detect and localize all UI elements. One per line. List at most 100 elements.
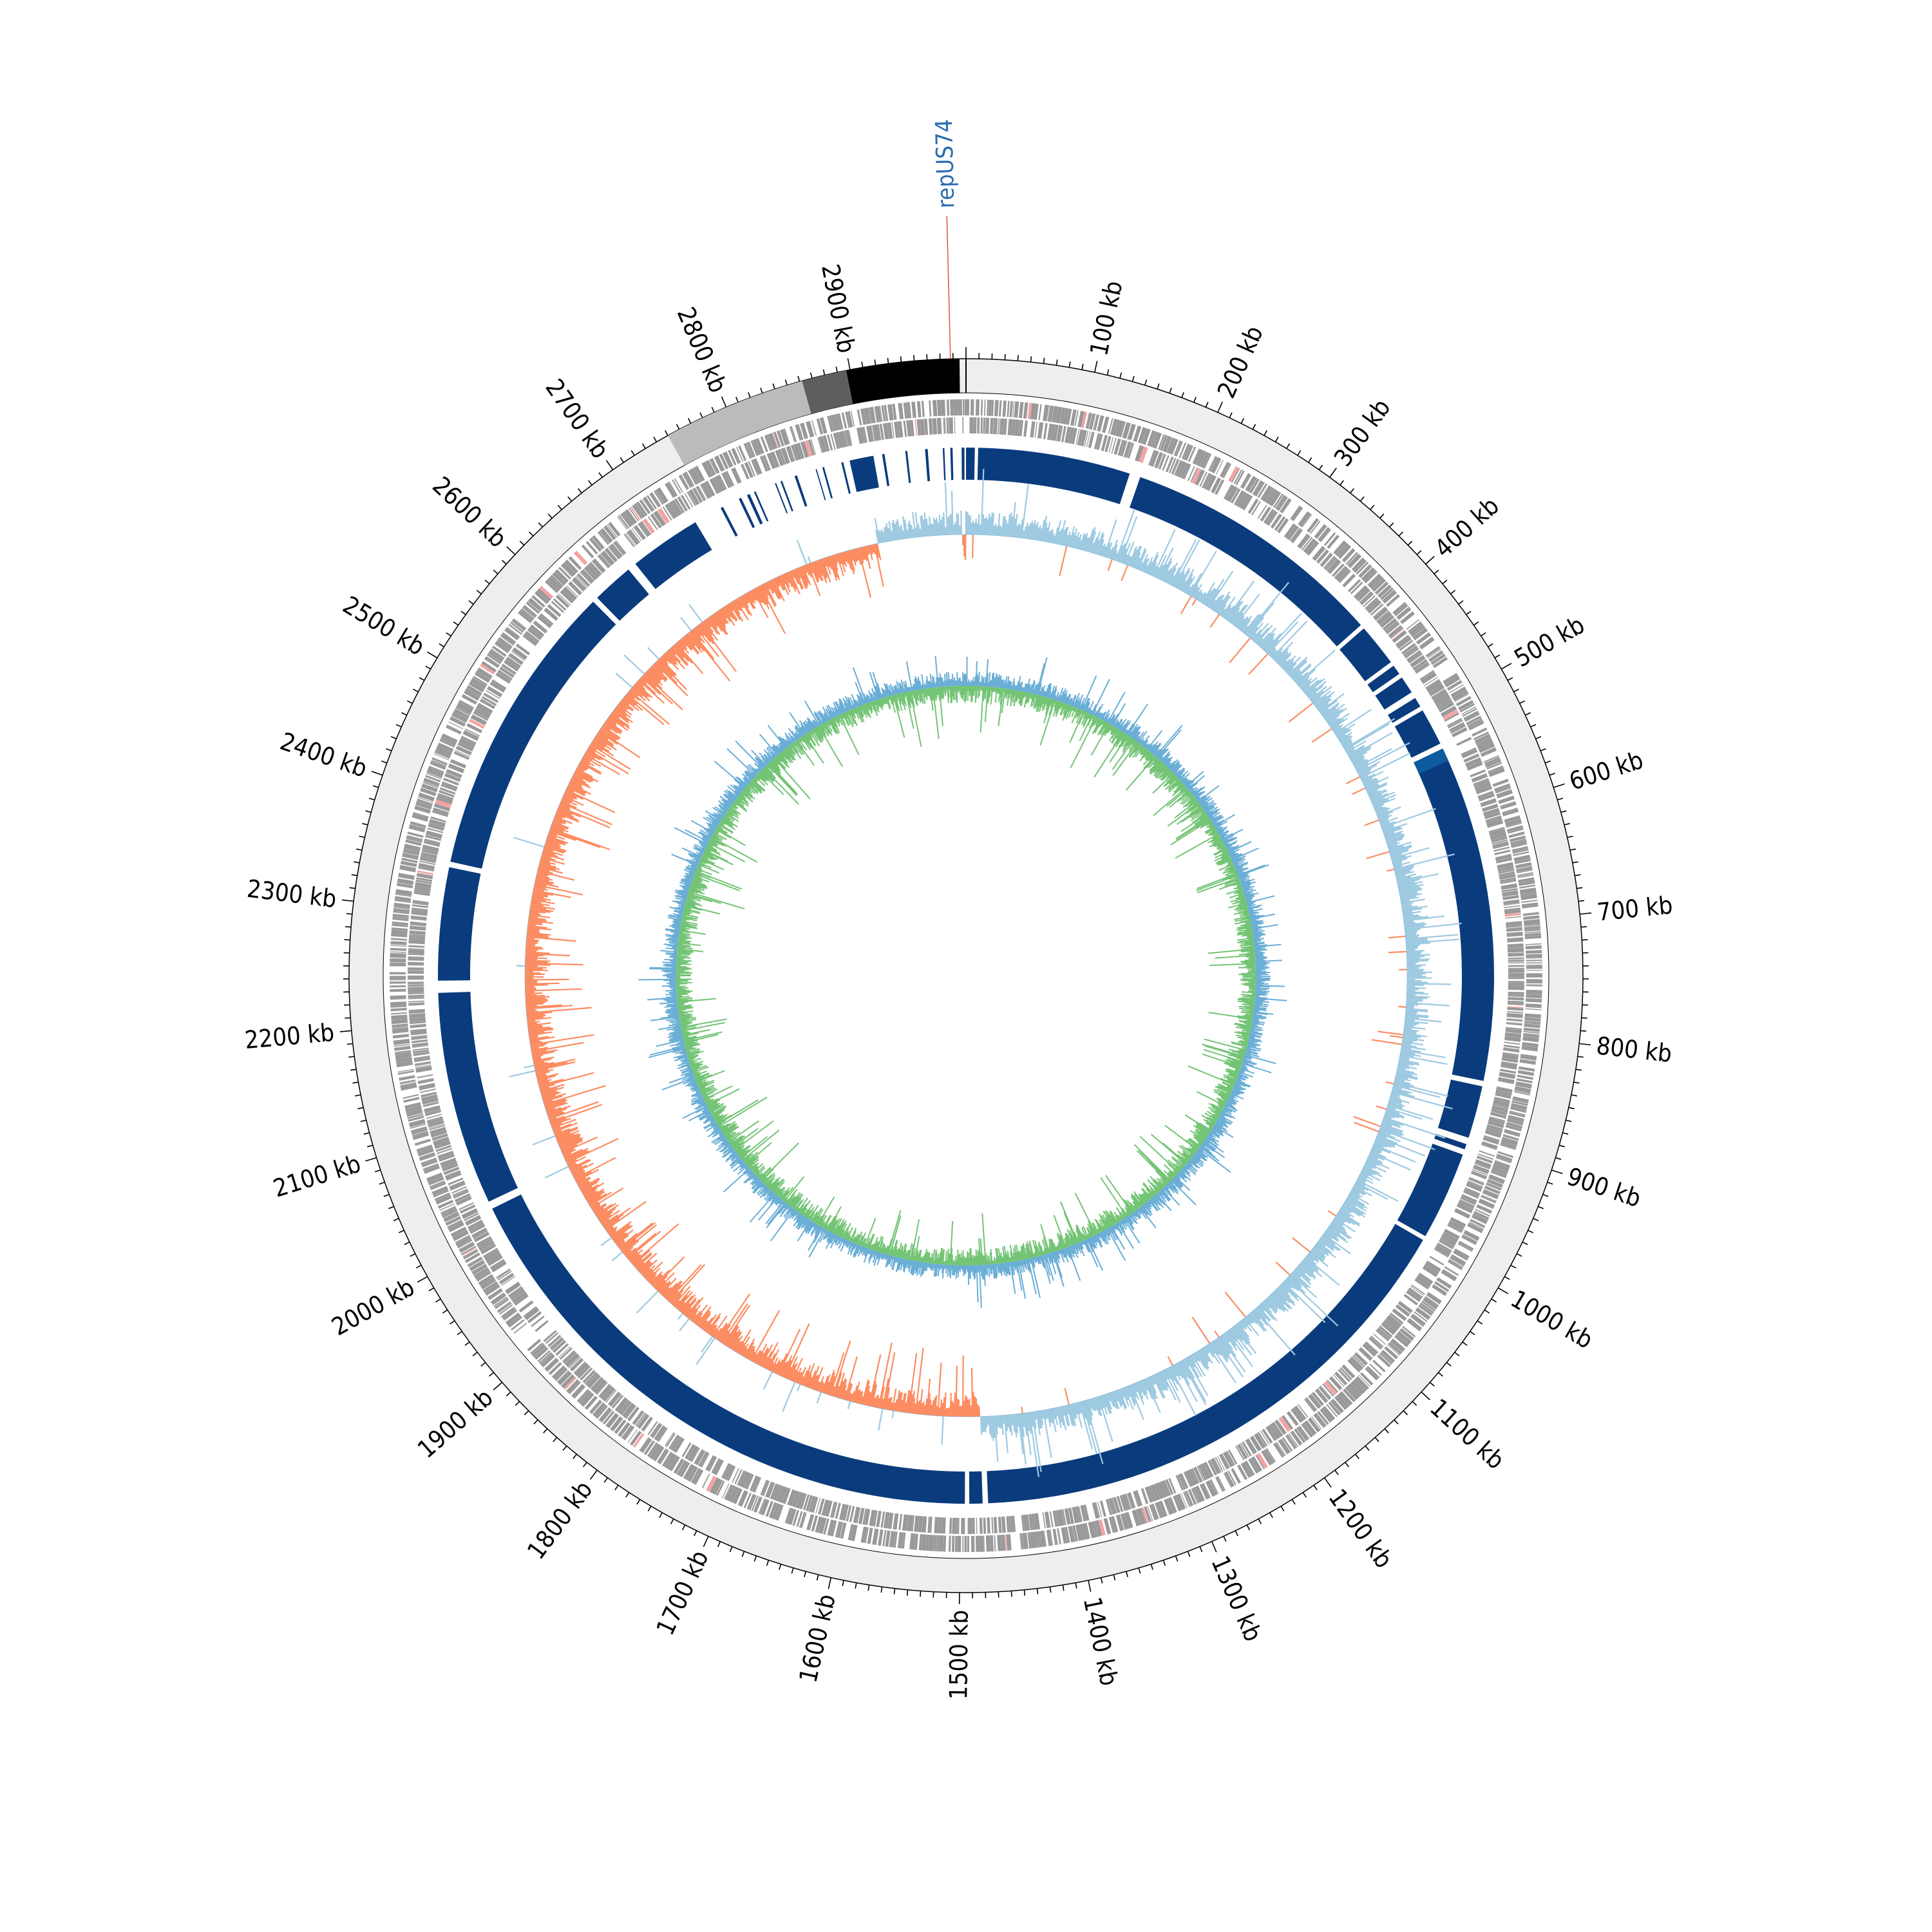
cds-reverse-888 [699, 484, 708, 499]
cds-reverse-954 [928, 418, 933, 435]
cds-reverse-74 [1203, 473, 1213, 489]
cds-forward-683 [395, 1052, 412, 1056]
cds-reverse-818 [506, 656, 522, 668]
cds-reverse-378 [1297, 1404, 1309, 1418]
cds-reverse-22 [1043, 422, 1048, 440]
cds-forward-842 [617, 516, 628, 530]
cds-reverse-435 [1116, 1495, 1124, 1512]
cds-forward-899 [800, 422, 809, 439]
cds-forward-474 [943, 1535, 947, 1552]
cds-reverse-927 [836, 431, 843, 449]
cds-forward-746 [413, 811, 429, 819]
cds-forward-316 [1432, 1283, 1448, 1296]
cds-reverse-447 [1077, 1506, 1083, 1522]
cds-reverse-592 [585, 1372, 598, 1386]
cds-forward-774 [448, 721, 464, 730]
cds-forward-281 [1492, 1166, 1508, 1175]
cds-forward-770 [439, 739, 455, 748]
cds-reverse-736 [409, 935, 426, 939]
cds-reverse-477 [976, 1517, 978, 1534]
cds-forward-371 [1285, 1435, 1296, 1450]
cds-forward-90 [1269, 491, 1282, 507]
cds-forward-319 [1423, 1297, 1439, 1310]
cds-reverse-474 [987, 1517, 990, 1534]
cds-forward-428 [1108, 1517, 1115, 1533]
cds-reverse-363 [1340, 1367, 1352, 1380]
cds-forward-297 [1471, 1213, 1488, 1224]
cds-reverse-517 [825, 1500, 833, 1517]
cds-forward-609 [497, 1301, 511, 1312]
cds-reverse-24 [1050, 424, 1056, 440]
cds-reverse-332 [1414, 1278, 1430, 1290]
cds-forward-401 [1192, 1488, 1200, 1503]
cds-reverse-521 [811, 1496, 819, 1513]
cds-reverse-444 [1092, 1502, 1099, 1519]
cds-forward-879 [735, 446, 744, 462]
cds-reverse-930 [844, 430, 849, 447]
cds-forward-587 [551, 1365, 566, 1379]
cds-reverse-499 [887, 1512, 894, 1530]
cds-forward-807 [510, 621, 524, 633]
cds-reverse-455 [1055, 1510, 1060, 1527]
cds-reverse-823 [522, 633, 538, 647]
blast-hit-sparse-5 [780, 480, 793, 512]
cds-reverse-744 [412, 904, 428, 909]
cds-forward-572 [590, 1400, 603, 1414]
cds-forward-931 [907, 402, 912, 419]
cds-forward-25 [1056, 406, 1063, 424]
cds-forward-47 [1133, 425, 1142, 442]
cds-reverse-350 [1377, 1329, 1390, 1340]
cds-forward-256 [1516, 1078, 1533, 1084]
cds-reverse-719 [408, 994, 424, 998]
cds-reverse-862 [631, 528, 642, 542]
cds-reverse-429 [1133, 1490, 1143, 1507]
cds-reverse-272 [1499, 1068, 1517, 1074]
cds-reverse-306 [1464, 1188, 1480, 1197]
cds-forward-850 [634, 503, 645, 518]
cds-forward-65 [1188, 446, 1197, 462]
cds-reverse-801 [476, 706, 491, 716]
cds-reverse-398 [1227, 1449, 1238, 1465]
cds-reverse-714 [409, 1012, 426, 1016]
cds-reverse-210 [1498, 869, 1515, 875]
cds-forward-274 [1500, 1144, 1516, 1150]
annotation-label: repUS74 [931, 118, 960, 208]
cds-reverse-352 [1372, 1333, 1386, 1345]
cds-forward-909 [841, 412, 848, 429]
cds-reverse-397 [1235, 1445, 1245, 1461]
cds-reverse-533 [770, 1483, 779, 1500]
cds-forward-826 [554, 569, 569, 583]
cds-reverse-114 [1337, 569, 1350, 583]
cds-reverse-698 [413, 1057, 430, 1061]
cds-reverse-602 [564, 1352, 577, 1365]
cds-forward-423 [1132, 1510, 1141, 1526]
cds-forward-333 [1387, 1344, 1401, 1356]
cds-forward-320 [1421, 1300, 1436, 1312]
cds-reverse-519 [817, 1498, 825, 1515]
cds-forward-719 [392, 917, 409, 922]
cds-reverse-612 [544, 1331, 557, 1343]
cds-forward-421 [1137, 1508, 1146, 1525]
cds-reverse-236 [1508, 959, 1524, 961]
cds-reverse-917 [804, 440, 813, 457]
cds-forward-432 [1092, 1520, 1099, 1537]
cds-forward-488 [893, 1531, 898, 1548]
scale-label-1700: 1700 kb [651, 1546, 714, 1640]
cds-reverse-628 [498, 1273, 515, 1285]
cds-forward-929 [903, 402, 907, 419]
cds-reverse-161 [1431, 688, 1446, 698]
cds-reverse-287 [1486, 1124, 1503, 1132]
cds-reverse-745 [412, 902, 429, 906]
cds-forward-51 [1147, 430, 1155, 447]
cds-reverse-835 [558, 593, 571, 605]
cds-forward-55 [1157, 434, 1165, 450]
cds-forward-174 [1492, 779, 1509, 787]
cds-forward-559 [630, 1430, 642, 1446]
cds-forward-915 [861, 408, 867, 425]
cds-reverse-951 [916, 419, 922, 436]
cds-forward-277 [1495, 1157, 1511, 1164]
cds-reverse-344 [1387, 1315, 1402, 1327]
cds-reverse-277 [1495, 1092, 1511, 1099]
cds-reverse-180 [1464, 757, 1482, 767]
cds-forward-355 [1326, 1404, 1338, 1417]
